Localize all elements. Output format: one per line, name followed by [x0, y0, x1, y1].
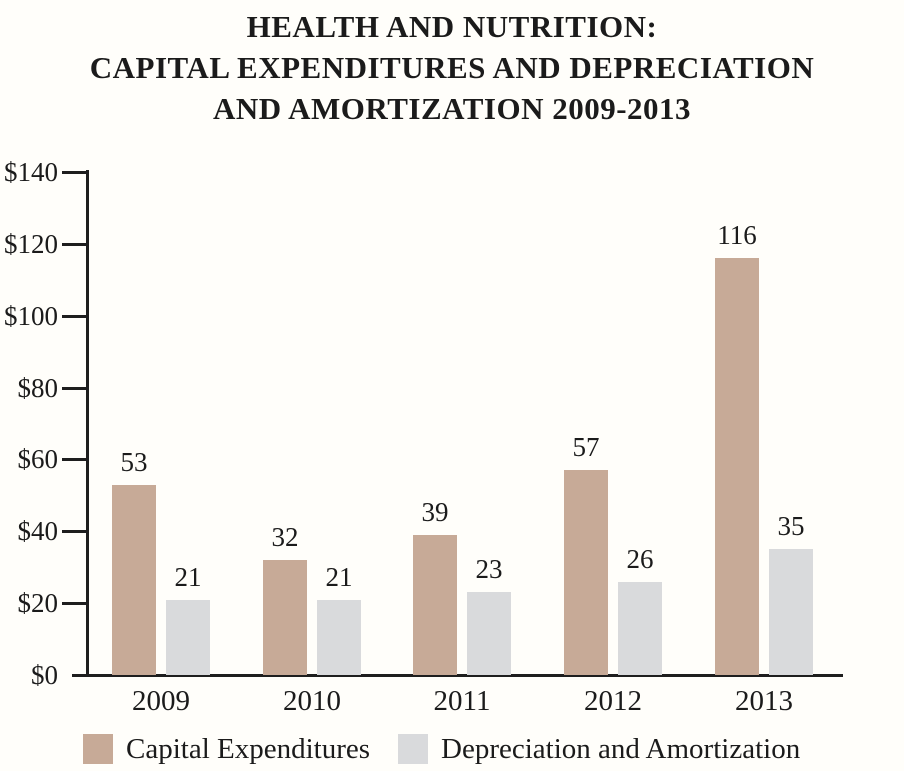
- x-axis-label: 2012: [584, 685, 642, 717]
- x-axis-label: 2013: [735, 685, 793, 717]
- bar-value-label: 21: [325, 562, 353, 592]
- bar: [467, 592, 511, 675]
- bar: [413, 535, 457, 675]
- legend-swatch: [398, 734, 429, 764]
- bar: [112, 485, 156, 675]
- y-axis-tick: [62, 171, 88, 174]
- bar-value-label: 57: [572, 432, 600, 462]
- bar-value-label: 116: [717, 220, 757, 250]
- y-axis-tick: [62, 458, 88, 462]
- y-axis-line: [86, 170, 89, 677]
- y-axis-tick: [62, 530, 88, 534]
- chart-title: HEALTH AND NUTRITION: CAPITAL EXPENDITUR…: [0, 6, 904, 129]
- y-axis-tick: [62, 242, 88, 246]
- bar: [769, 549, 813, 675]
- bar: [166, 600, 210, 675]
- legend-label: Depreciation and Amortization: [441, 733, 801, 765]
- y-axis-label: $60: [17, 444, 59, 475]
- y-axis-label: $20: [17, 588, 59, 619]
- bar-value-label: 21: [174, 562, 202, 592]
- bar: [263, 560, 307, 675]
- legend-item: Capital Expenditures: [83, 733, 370, 765]
- legend-swatch: [83, 734, 113, 764]
- bar-value-label: 39: [421, 497, 449, 527]
- bar-value-label: 23: [475, 554, 503, 584]
- y-axis-label: $0: [31, 660, 58, 690]
- x-axis-label: 2010: [283, 685, 341, 717]
- y-axis-label: $140: [4, 157, 58, 187]
- bar-value-label: 26: [626, 544, 654, 574]
- bar: [715, 258, 759, 675]
- legend-item: Depreciation and Amortization: [398, 733, 800, 765]
- x-axis-line: [72, 674, 843, 677]
- bar-value-label: 35: [777, 511, 805, 541]
- chart-title-line-3: AND AMORTIZATION 2009-2013: [212, 91, 692, 126]
- legend-label: Capital Expenditures: [126, 733, 371, 765]
- chart-title-line-2: CAPITAL EXPENDITURES AND DEPRECIATION: [89, 50, 815, 85]
- y-axis-label: $40: [17, 516, 59, 547]
- bar: [564, 470, 608, 675]
- bar-value-label: 53: [120, 447, 148, 477]
- bar: [317, 600, 361, 675]
- y-axis-label: $80: [17, 372, 59, 403]
- chart-title-line-1: HEALTH AND NUTRITION:: [246, 9, 658, 44]
- y-axis-tick: [62, 314, 88, 318]
- x-axis-label: 2011: [433, 685, 491, 717]
- x-axis-label: 2009: [132, 685, 190, 717]
- bar-value-label: 32: [271, 522, 299, 552]
- y-axis-label: $100: [4, 300, 58, 331]
- legend: Capital Expenditures Depreciation and Amo…: [83, 733, 828, 765]
- bar: [618, 582, 662, 675]
- y-axis-tick: [62, 386, 88, 390]
- y-axis-label: $120: [4, 228, 58, 259]
- y-axis-tick: [62, 602, 88, 606]
